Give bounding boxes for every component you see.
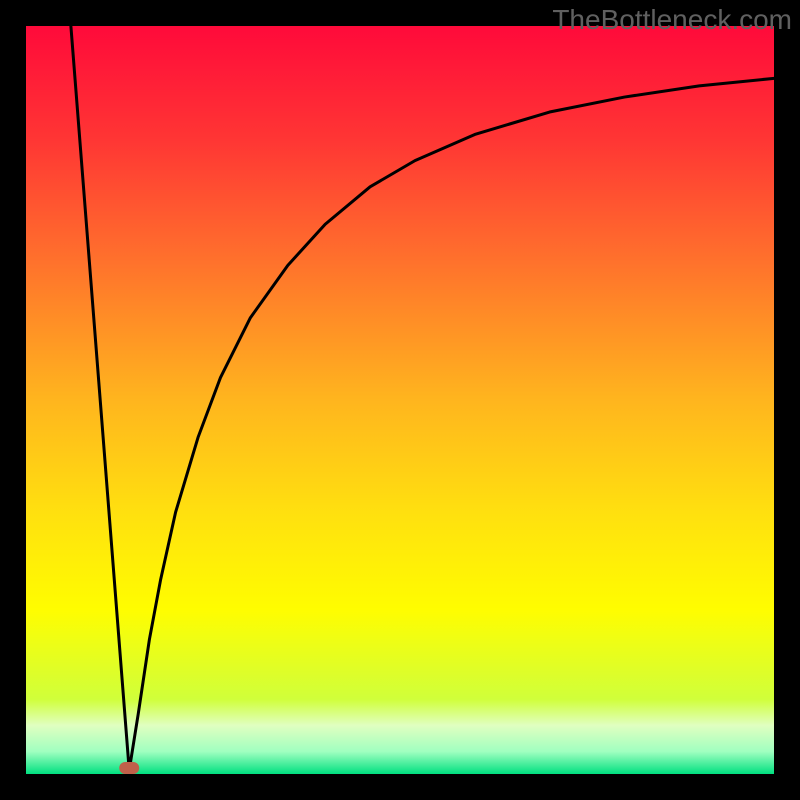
- watermark-text: TheBottleneck.com: [552, 4, 792, 36]
- plot-background: [26, 26, 774, 774]
- bottleneck-plot: [0, 0, 800, 800]
- chart-container: TheBottleneck.com: [0, 0, 800, 800]
- optimum-marker: [119, 762, 139, 774]
